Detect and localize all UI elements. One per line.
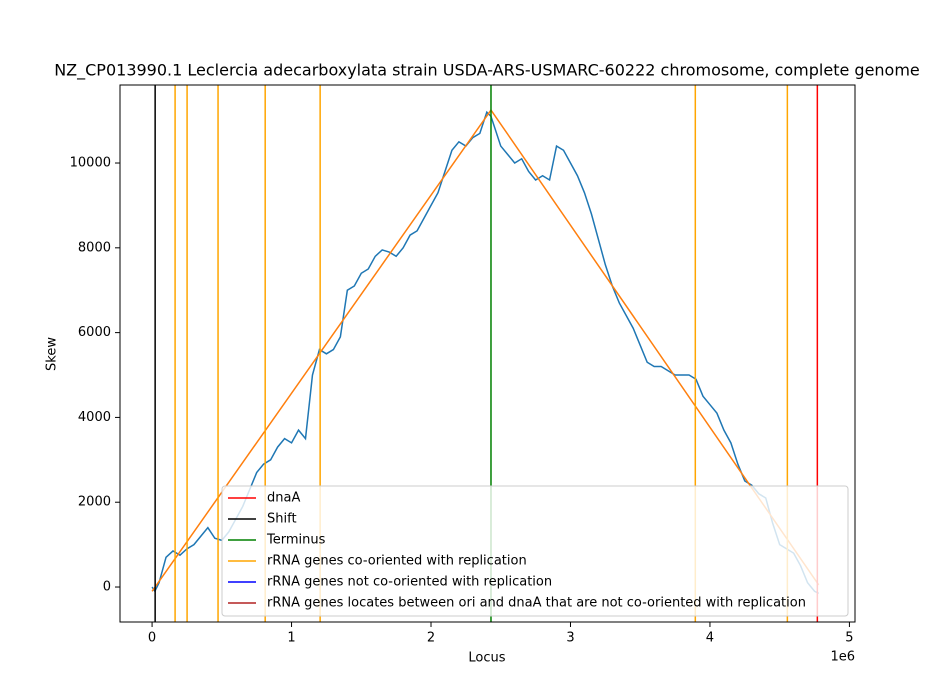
legend-label: Terminus [266, 533, 326, 548]
x-tick-label: 1 [287, 631, 295, 646]
x-tick-label: 2 [427, 631, 435, 646]
legend-label: rRNA genes co-oriented with replication [267, 554, 527, 569]
legend-box [221, 485, 849, 617]
y-tick-label: 10000 [70, 156, 111, 171]
legend: dnaA Shift Terminus rRNA genes co-oriented … [221, 485, 849, 617]
y-axis-label: Skew [45, 337, 60, 371]
y-tick-label: 6000 [78, 325, 111, 340]
x-tick-label: 0 [148, 631, 156, 646]
legend-label: rRNA genes not co-oriented with replicat… [267, 575, 552, 590]
y-tick-label: 2000 [78, 495, 111, 510]
x-tick-label: 4 [706, 631, 714, 646]
x-axis-label: Locus [468, 651, 505, 666]
y-tick-label: 8000 [78, 240, 111, 255]
y-tick-label: 4000 [78, 410, 111, 425]
chart-title: NZ_CP013990.1 Leclercia adecarboxylata s… [54, 61, 920, 81]
x-tick-label: 5 [845, 631, 853, 646]
legend-label: rRNA genes locates between ori and dnaA … [267, 596, 806, 611]
x-tick-label: 3 [566, 631, 574, 646]
legend-label: dnaA [267, 491, 300, 506]
plot-frame [119, 84, 856, 623]
series-line [151, 110, 820, 595]
y-tick-label: 0 [103, 580, 111, 595]
x-offset-label: 1e6 [830, 650, 855, 665]
legend-label: Shift [267, 512, 297, 527]
